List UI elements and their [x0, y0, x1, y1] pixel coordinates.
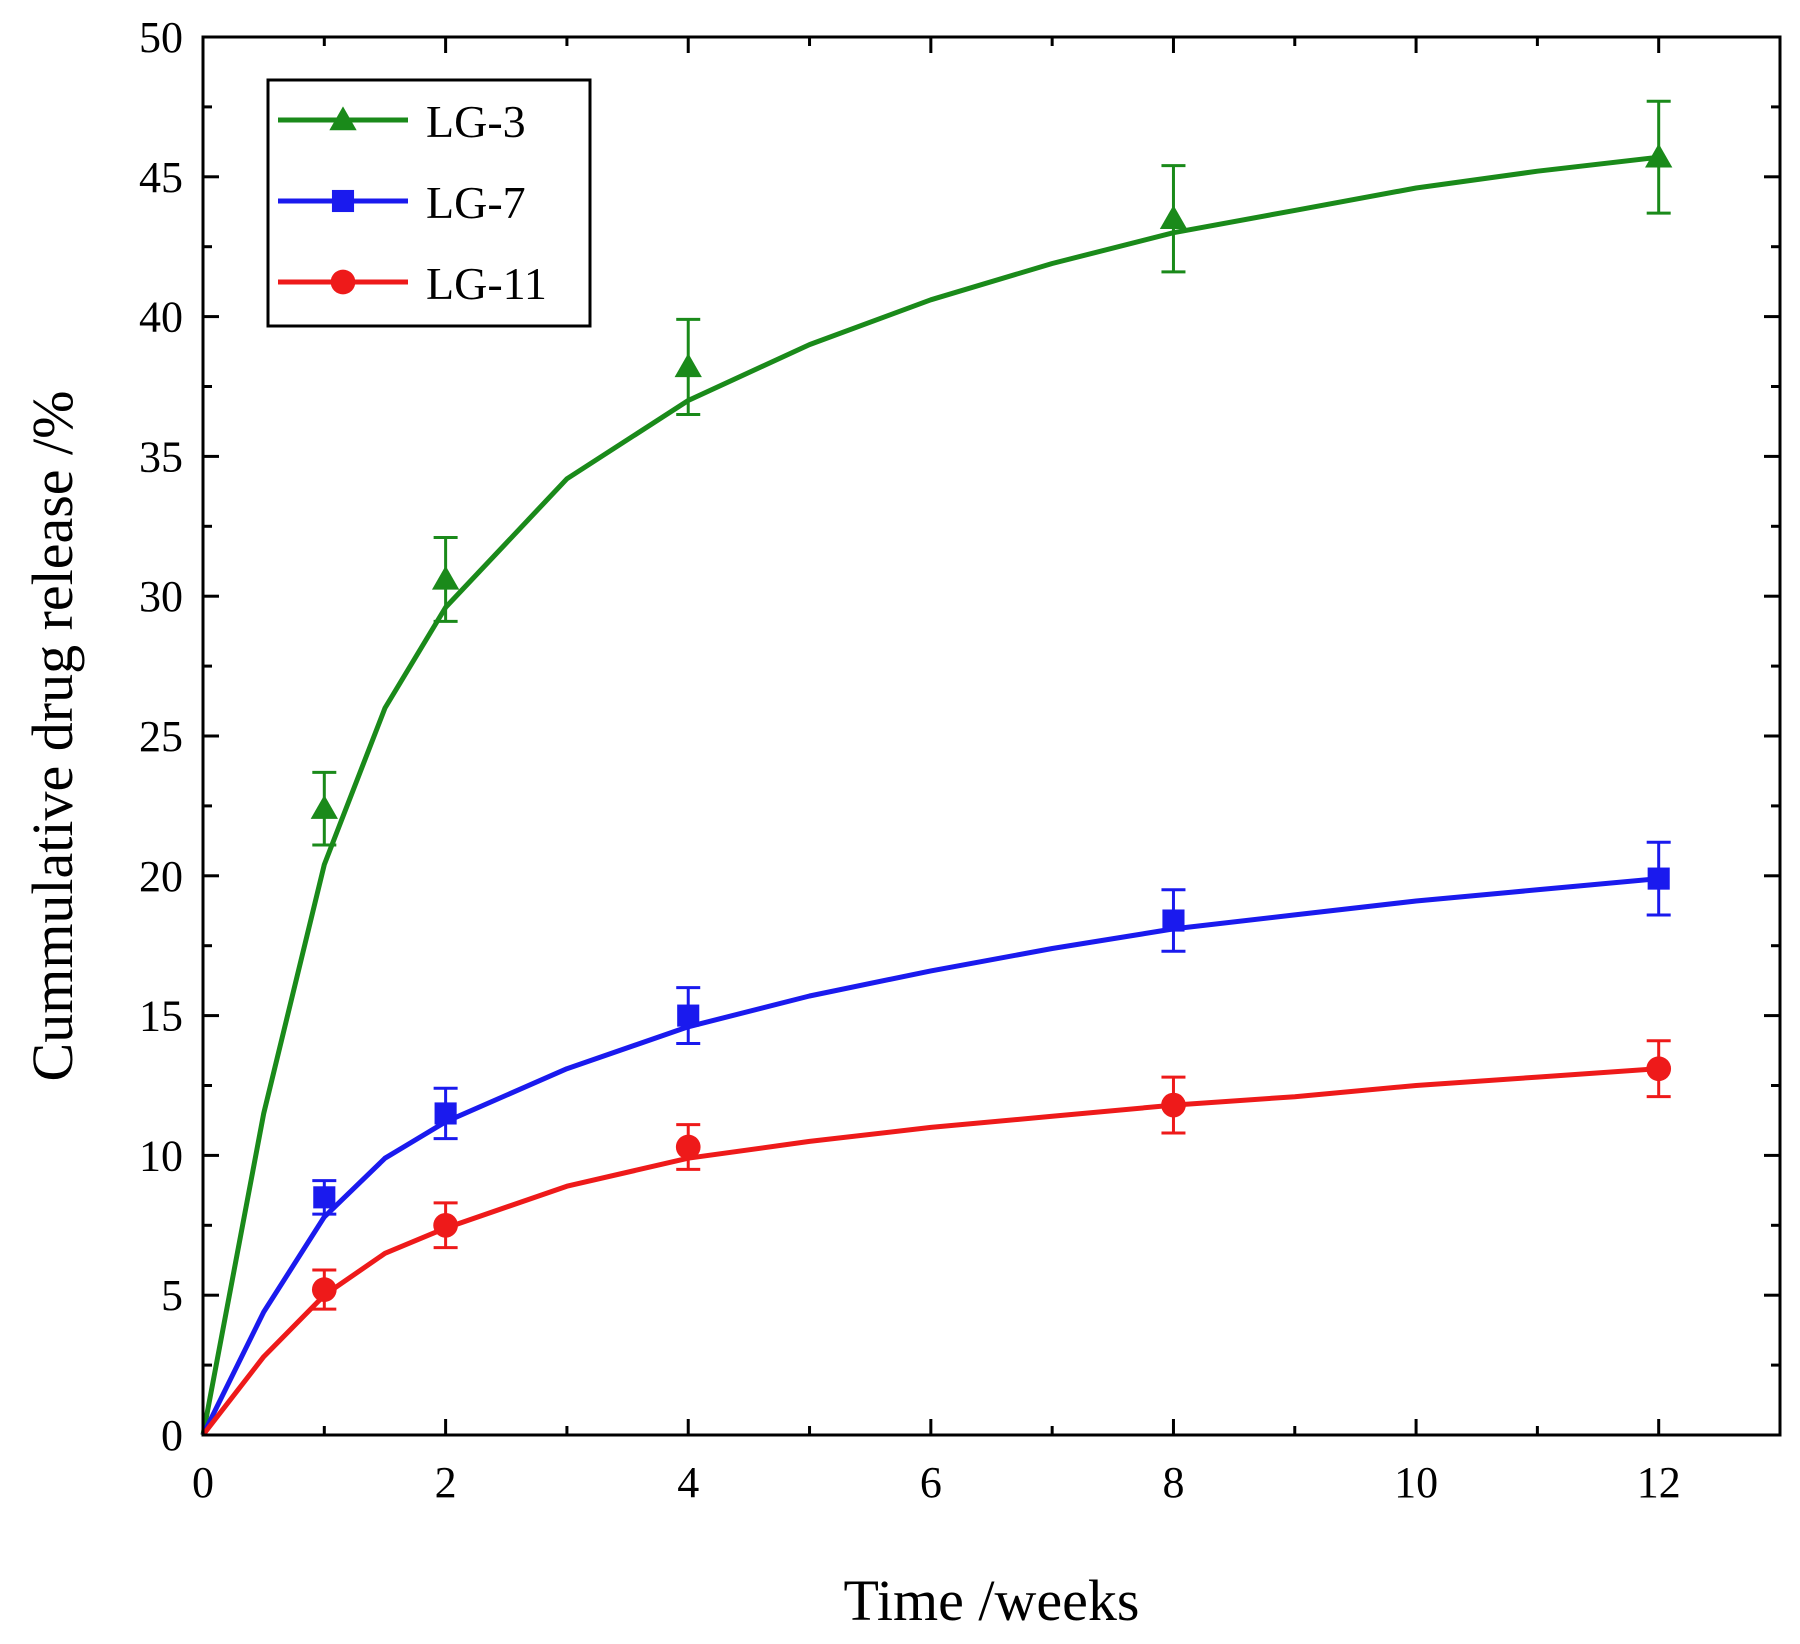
series-line	[200, 154, 1659, 1436]
data-point	[677, 1004, 700, 1027]
x-tick-label: 10	[1394, 1458, 1438, 1507]
legend-label: LG-3	[426, 96, 526, 147]
data-point	[431, 565, 460, 590]
legend-marker	[330, 269, 356, 295]
legend-label: LG-11	[426, 258, 547, 309]
data-point	[1645, 143, 1673, 168]
y-tick-label: 0	[161, 1411, 183, 1460]
y-tick-label: 40	[139, 293, 183, 342]
data-point	[434, 1102, 457, 1125]
x-tick-label: 4	[677, 1458, 699, 1507]
y-tick-label: 15	[139, 992, 183, 1041]
data-point	[1646, 1056, 1672, 1082]
x-tick-label: 0	[192, 1458, 214, 1507]
y-tick-label: 5	[161, 1271, 183, 1320]
x-tick-label: 8	[1162, 1458, 1184, 1507]
data-point	[310, 795, 338, 819]
data-point	[1161, 1092, 1186, 1118]
data-point	[313, 1186, 336, 1209]
y-axis-title: Cummulative drug release /%	[20, 391, 85, 1082]
legend-label: LG-7	[426, 177, 526, 228]
x-tick-label: 2	[435, 1458, 457, 1507]
series-layer	[200, 99, 1673, 1437]
series-lg-7	[200, 840, 1671, 1437]
legend-marker	[331, 189, 355, 213]
x-tick-label: 6	[920, 1458, 942, 1507]
y-tick-label: 10	[139, 1131, 183, 1180]
series-line	[200, 876, 1659, 1437]
data-point	[311, 1277, 337, 1302]
legend-marker	[329, 106, 357, 131]
data-point	[1647, 867, 1670, 890]
y-axis-ticks: 0 5 10 15 20 25 30 35 40 45 50	[139, 13, 1780, 1460]
data-point	[433, 1212, 458, 1238]
x-axis-ticks: 0 2 4 6 8 10 12	[192, 37, 1782, 1507]
legend: LG-3 LG-7 LG-11	[266, 78, 592, 328]
series-lg-3	[200, 99, 1673, 1436]
series-lg-11	[201, 1039, 1672, 1437]
y-tick-label: 50	[139, 13, 183, 62]
y-tick-label: 30	[139, 572, 183, 621]
series-line	[201, 1066, 1659, 1437]
data-point	[675, 1134, 701, 1160]
data-point	[674, 353, 702, 378]
y-tick-label: 35	[139, 432, 183, 481]
y-tick-label: 20	[139, 852, 183, 901]
x-tick-label: 12	[1637, 1458, 1681, 1507]
y-tick-label: 25	[139, 712, 183, 761]
x-axis-title: Time /weeks	[844, 1568, 1140, 1633]
data-point	[1162, 909, 1185, 932]
data-point	[1159, 205, 1188, 229]
y-tick-label: 45	[139, 153, 183, 202]
